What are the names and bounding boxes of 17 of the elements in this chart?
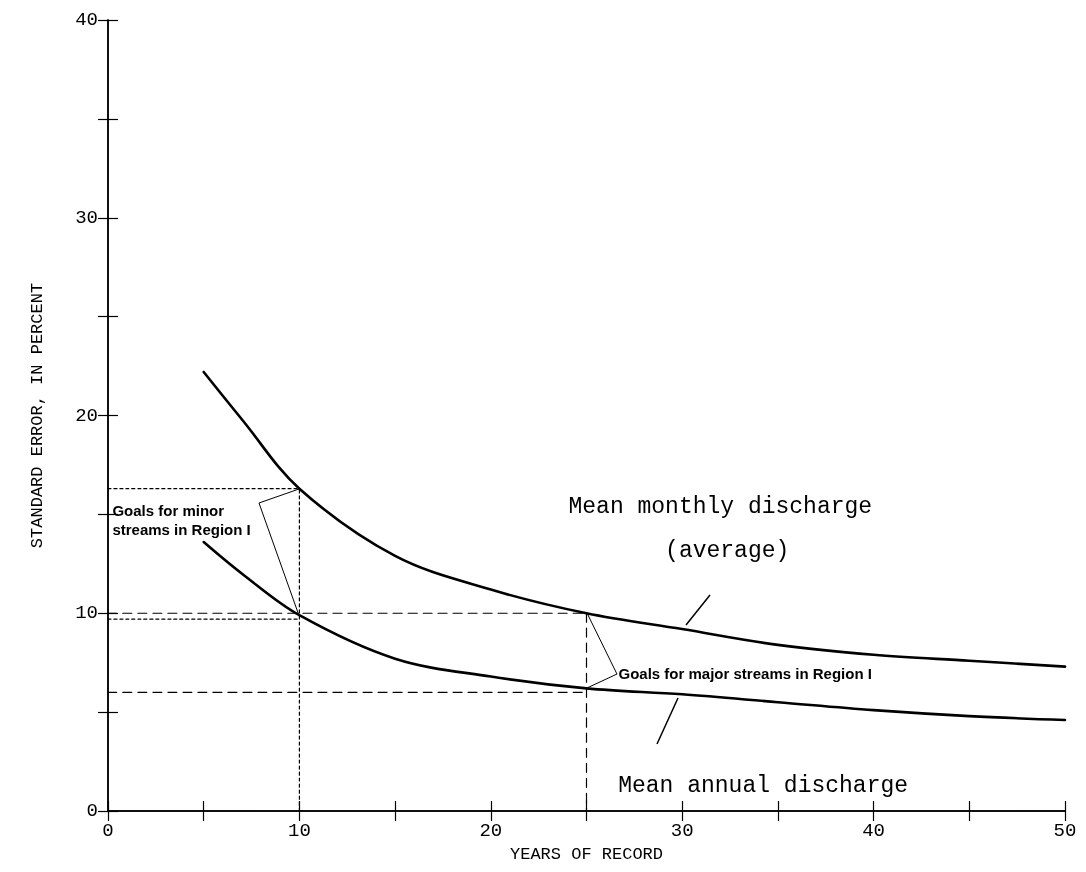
- series-label: Mean monthly discharge (average): [568, 494, 886, 565]
- y-tick-label: 10: [75, 602, 98, 625]
- x-axis-title: YEARS OF RECORD: [509, 845, 664, 864]
- annotation: Goals for major streams in Region I: [618, 665, 872, 683]
- x-tick-label: 30: [670, 819, 694, 842]
- y-tick-label: 20: [75, 404, 98, 427]
- text: Mean annual discharge: [618, 773, 909, 800]
- x-tick-label: 0: [102, 819, 114, 842]
- x-tick-label: 40: [862, 819, 886, 842]
- x-tick-label: 50: [1053, 819, 1077, 842]
- x-tick-label: 10: [287, 819, 311, 842]
- y-tick-label: 0: [86, 800, 98, 822]
- annotation: Goals for minor streams in Region I: [112, 501, 251, 538]
- x-tick-label: 20: [479, 819, 503, 842]
- y-tick-label: 40: [75, 9, 98, 31]
- y-tick-label: 30: [75, 206, 98, 229]
- y-axis-title: STANDARD ERROR, IN PERCENT: [28, 282, 47, 549]
